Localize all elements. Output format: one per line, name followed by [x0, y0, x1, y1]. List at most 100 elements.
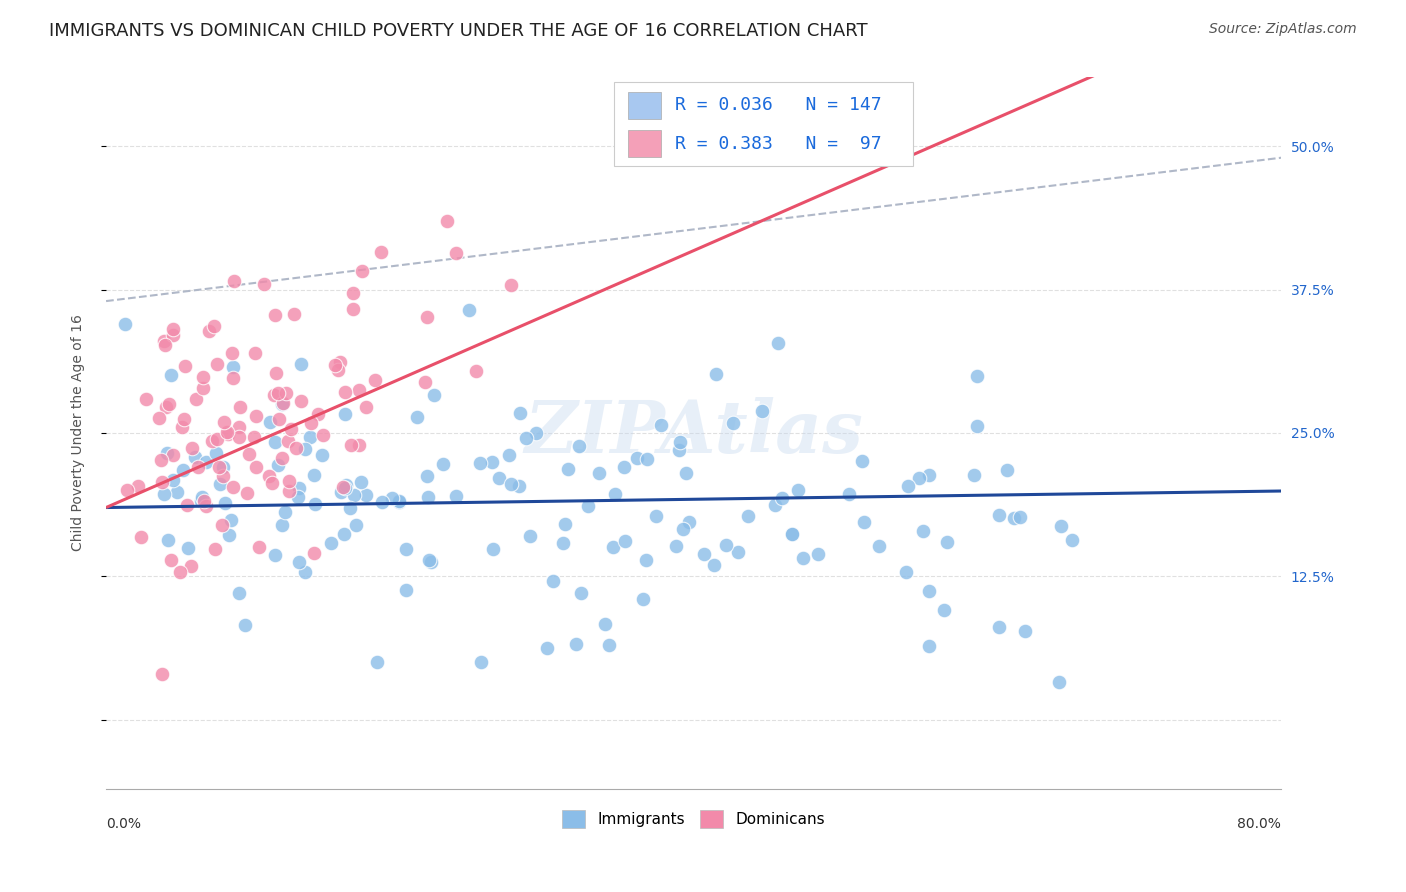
Point [481, 455, 503, 469]
Point [853, 515, 876, 529]
Point [464, 364, 486, 378]
Point [501, 278, 523, 293]
Point [347, 438, 370, 452]
Point [470, 655, 492, 669]
Point [180, 558, 202, 573]
Point [763, 499, 786, 513]
Point [415, 469, 437, 483]
Text: Source: ZipAtlas.com: Source: ZipAtlas.com [1209, 22, 1357, 37]
Point [370, 244, 392, 259]
Point [364, 373, 387, 387]
Point [565, 637, 588, 651]
Point [181, 442, 204, 456]
Point [598, 638, 620, 652]
Point [536, 640, 558, 655]
Point [381, 491, 404, 506]
Point [436, 213, 458, 227]
Point [912, 524, 935, 539]
Point [215, 425, 238, 439]
Point [294, 565, 316, 579]
Point [908, 470, 931, 484]
Point [614, 533, 637, 548]
Point [1060, 533, 1083, 548]
Point [995, 463, 1018, 477]
Point [366, 655, 388, 669]
Point [703, 558, 725, 572]
Point [498, 448, 520, 462]
Point [271, 518, 294, 533]
Point [569, 586, 592, 600]
FancyBboxPatch shape [628, 130, 661, 157]
Point [162, 327, 184, 342]
Point [302, 467, 325, 482]
Point [851, 454, 873, 468]
Point [162, 322, 184, 336]
Point [202, 319, 225, 334]
Point [395, 582, 418, 597]
Point [342, 286, 364, 301]
Point [768, 335, 790, 350]
Point [335, 478, 357, 492]
Point [211, 518, 233, 533]
Point [1050, 519, 1073, 533]
Point [936, 535, 959, 549]
Point [354, 488, 377, 502]
Point [333, 481, 356, 495]
Point [678, 515, 700, 529]
Point [204, 541, 226, 556]
Point [388, 494, 411, 508]
Y-axis label: Child Poverty Under the Age of 16: Child Poverty Under the Age of 16 [72, 315, 86, 551]
Point [524, 426, 547, 441]
Point [155, 400, 177, 414]
Point [354, 401, 377, 415]
Point [1014, 624, 1036, 638]
Point [257, 469, 280, 483]
Point [277, 434, 299, 448]
Point [205, 357, 228, 371]
Point [838, 487, 860, 501]
Point [588, 467, 610, 481]
Point [432, 457, 454, 471]
Point [568, 440, 591, 454]
Point [329, 355, 352, 369]
Point [340, 438, 363, 452]
Point [388, 495, 411, 509]
Point [780, 526, 803, 541]
Text: ZIPAtlas: ZIPAtlas [524, 398, 863, 468]
Point [288, 481, 311, 495]
Point [287, 490, 309, 504]
Point [191, 381, 214, 395]
Point [283, 307, 305, 321]
Point [117, 483, 139, 497]
Point [917, 639, 939, 653]
Point [294, 442, 316, 456]
Point [222, 274, 245, 288]
Point [243, 430, 266, 444]
Point [162, 448, 184, 462]
Point [1002, 511, 1025, 525]
Point [326, 363, 349, 377]
Point [156, 446, 179, 460]
Point [423, 388, 446, 402]
Point [988, 620, 1011, 634]
Point [988, 508, 1011, 523]
Point [444, 246, 467, 260]
Point [347, 383, 370, 397]
Point [160, 553, 183, 567]
Point [233, 618, 256, 632]
Point [323, 358, 346, 372]
Point [508, 479, 530, 493]
Point [222, 371, 245, 385]
Point [418, 490, 440, 504]
Point [342, 302, 364, 317]
Point [302, 546, 325, 560]
Point [267, 458, 290, 472]
Point [127, 479, 149, 493]
Point [270, 451, 292, 466]
Point [330, 484, 353, 499]
Point [290, 394, 312, 409]
Point [277, 483, 299, 498]
Point [228, 430, 250, 444]
Point [897, 478, 920, 492]
Point [173, 359, 195, 373]
